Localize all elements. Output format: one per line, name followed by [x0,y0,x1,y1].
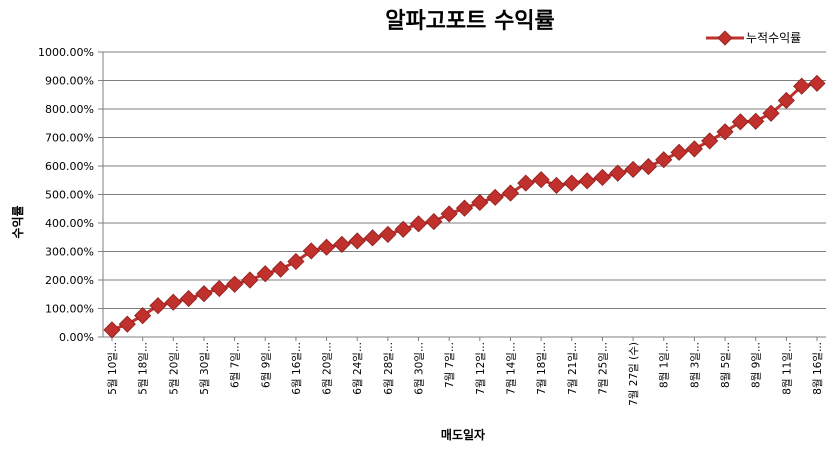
data-point [118,315,136,333]
data-point [731,113,749,131]
data-point [563,174,581,192]
y-tick-label: 200.00% [45,274,94,287]
data-point [363,229,382,247]
y-axis-tick-labels: 0.00% 100.00% 200.00% 300.00% 400.00% 500.00%… [38,46,94,344]
x-tick-label: 8월 16일... [811,342,824,395]
data-point [685,140,703,158]
data-point [578,172,596,190]
data-point [793,77,811,95]
x-tick-label: 7월 7일... [443,342,456,388]
x-tick-label: 8월 1일... [658,342,671,388]
data-point [425,213,443,231]
x-tick-label: 6월 28일... [382,342,395,395]
data-point [547,176,566,194]
axes [102,52,826,341]
data-point [195,285,213,303]
x-axis-tick-labels: 5월 10일... 5월 18일... 5월 20일... 5월 30일... 6월 7… [106,342,824,406]
data-point [317,238,336,256]
data-point [639,158,657,176]
data-point [716,123,734,141]
x-tick-label: 6월 24일... [351,342,364,395]
x-tick-label: 8월 11일... [780,342,793,395]
x-tick-label: 6월 20일... [321,342,334,395]
y-tick-label: 1000.00% [38,46,94,59]
gridlines [98,51,826,338]
x-tick-label: 8월 9일... [750,342,763,388]
x-axis-title: 매도일자 [441,427,485,442]
x-tick-label: 5월 18일... [137,342,150,395]
x-tick-label: 8월 3일... [688,342,701,388]
chart-title: 알파고포트 수익률 [385,9,555,34]
data-point [471,193,489,212]
y-tick-label: 700.00% [45,132,94,145]
data-point [272,260,290,278]
x-tick-label: 7월 12일... [474,342,487,395]
data-point [409,215,428,233]
data-point [348,232,366,250]
x-tick-label: 7월 27일 (수) [627,342,640,406]
data-point [333,235,351,253]
data-point [747,112,765,130]
data-point [241,271,259,289]
legend-marker-diamond [717,30,733,46]
data-point [103,321,121,339]
data-point [670,143,688,161]
data-point [655,151,673,169]
data-point [164,293,182,311]
y-tick-label: 800.00% [45,103,94,116]
data-point [777,91,795,110]
data-point [134,307,152,325]
data-point [455,199,474,217]
x-tick-label: 6월 9일... [259,342,272,388]
data-point [256,265,274,283]
data-point [624,160,642,178]
y-tick-label: 400.00% [45,217,94,230]
data-point [808,74,826,92]
data-point [180,289,198,308]
y-tick-label: 100.00% [45,303,94,316]
y-tick-label: 300.00% [45,246,94,259]
data-point [593,168,612,186]
x-tick-label: 6월 30일... [413,342,426,395]
data-point [226,275,244,293]
data-point [486,188,504,206]
x-tick-label: 5월 10일... [106,342,119,395]
data-point [609,164,627,182]
x-tick-label: 7월 25일... [596,342,609,395]
data-point [762,104,780,122]
data-point [379,225,397,243]
data-point [149,297,167,315]
data-point [210,279,228,298]
x-tick-label: 8월 5일... [719,342,732,388]
y-tick-label: 0.00% [59,331,94,344]
data-point [394,220,412,238]
data-point [287,252,305,271]
data-point [302,242,320,260]
data-point [701,132,719,150]
x-tick-label: 7월 18일... [535,342,548,395]
x-tick-label: 7월 14일... [504,342,517,395]
x-tick-label: 5월 20일... [167,342,180,395]
data-point [440,205,458,223]
x-tick-label: 6월 7일... [229,342,242,388]
x-tick-label: 5월 30일... [198,342,211,395]
y-tick-label: 500.00% [45,189,94,202]
x-tick-label: 6월 16일... [290,342,303,395]
data-point [532,171,550,189]
x-tick-label: 7월 21일... [566,342,579,395]
y-tick-label: 900.00% [45,75,94,88]
legend-label: 누적수익률 [746,31,801,45]
y-axis-title: 수익률 [11,205,25,238]
series-group [103,74,826,339]
data-point [517,174,535,192]
y-tick-label: 600.00% [45,160,94,173]
data-point [501,184,520,202]
legend: 누적수익률 [706,30,801,46]
